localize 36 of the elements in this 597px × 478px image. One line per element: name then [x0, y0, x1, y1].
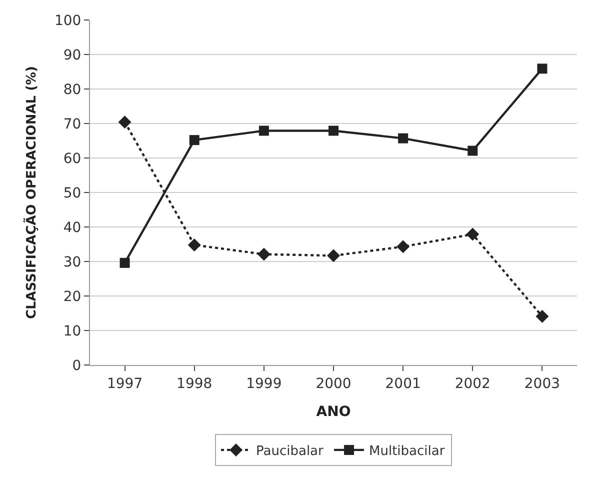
point	[468, 146, 478, 156]
x-tick-label: 2001	[385, 376, 421, 392]
y-tick-label: 90	[63, 47, 82, 64]
point	[537, 64, 548, 74]
point	[328, 126, 338, 136]
point	[120, 258, 130, 268]
y-tick-label: 100	[54, 12, 82, 29]
y-tick-label: 0	[72, 358, 82, 374]
point	[536, 310, 549, 323]
x-tick-label: 2002	[454, 376, 490, 392]
point	[327, 249, 340, 262]
legend-label: Paucibalar	[256, 444, 324, 460]
point	[118, 116, 132, 129]
x-tick-label: 1997	[106, 376, 143, 392]
y-tick-label: 20	[63, 288, 82, 305]
y-tick-label: 30	[63, 254, 82, 270]
y-tick-label: 50	[63, 185, 82, 202]
point	[398, 133, 408, 144]
point	[189, 135, 200, 146]
legend-label: Multibacilar	[369, 444, 446, 460]
point	[188, 238, 201, 252]
point	[466, 228, 480, 241]
point	[396, 240, 410, 254]
x-axis-title: ANO	[316, 404, 351, 420]
y-axis-title: CLASSIFICAÇÃO OPERACIONAL (%)	[22, 66, 40, 319]
y-tick-label: 70	[63, 116, 82, 132]
y-tick-label: 10	[63, 323, 82, 340]
y-tick-label: 80	[63, 82, 82, 98]
y-tick-label: 40	[63, 220, 82, 236]
x-tick-label: 1999	[246, 376, 282, 392]
point	[258, 126, 269, 136]
x-tick-label: 2000	[316, 376, 352, 392]
x-tick-label: 2003	[524, 376, 560, 392]
point	[257, 248, 270, 261]
y-tick-label: 60	[63, 150, 82, 167]
x-tick-label: 1998	[176, 376, 212, 392]
